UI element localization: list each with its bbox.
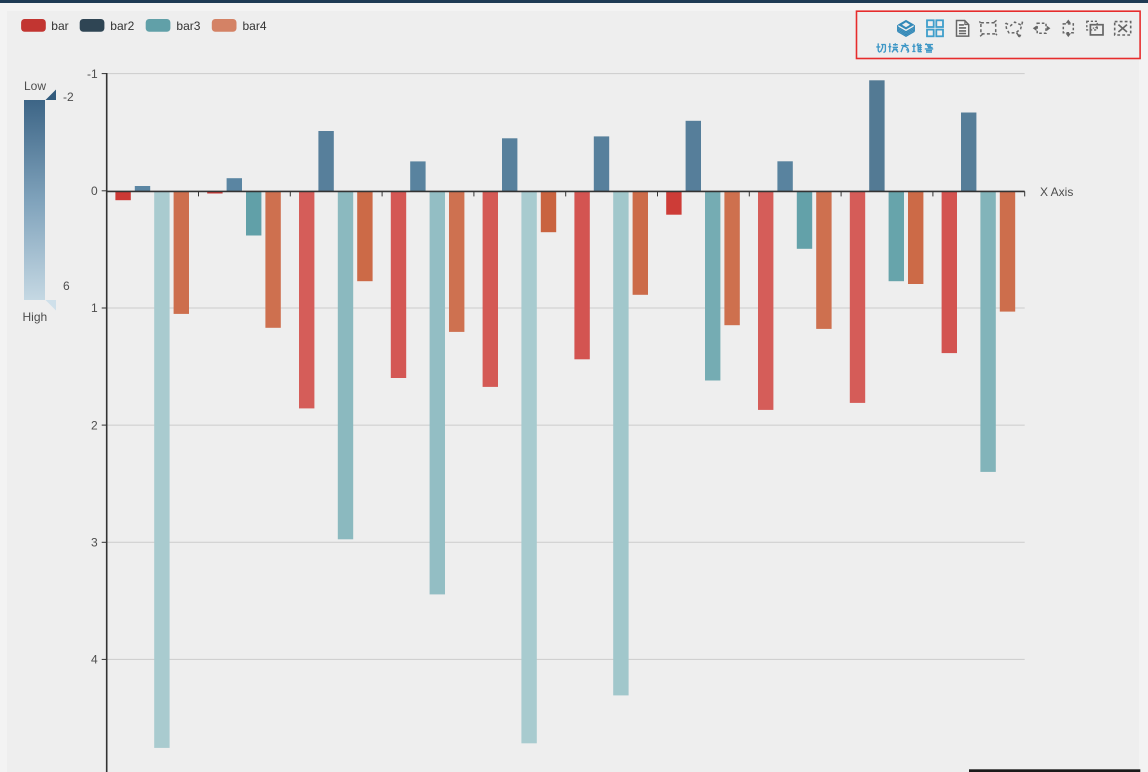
svg-text:3: 3 xyxy=(91,536,98,550)
svg-text:High: High xyxy=(23,310,48,324)
svg-text:bar4: bar4 xyxy=(243,19,267,33)
svg-text:4: 4 xyxy=(91,653,98,667)
svg-text:0: 0 xyxy=(91,184,98,198)
svg-text:1: 1 xyxy=(91,301,98,315)
svg-text:-2: -2 xyxy=(63,90,74,104)
svg-text:6: 6 xyxy=(63,279,70,293)
svg-text:bar: bar xyxy=(51,19,68,33)
svg-text:Low: Low xyxy=(24,79,46,93)
svg-text:-1: -1 xyxy=(87,67,98,81)
svg-text:X Axis: X Axis xyxy=(1040,185,1073,199)
svg-text:2: 2 xyxy=(91,418,98,432)
svg-text:bar3: bar3 xyxy=(176,19,200,33)
svg-text:bar2: bar2 xyxy=(110,19,134,33)
